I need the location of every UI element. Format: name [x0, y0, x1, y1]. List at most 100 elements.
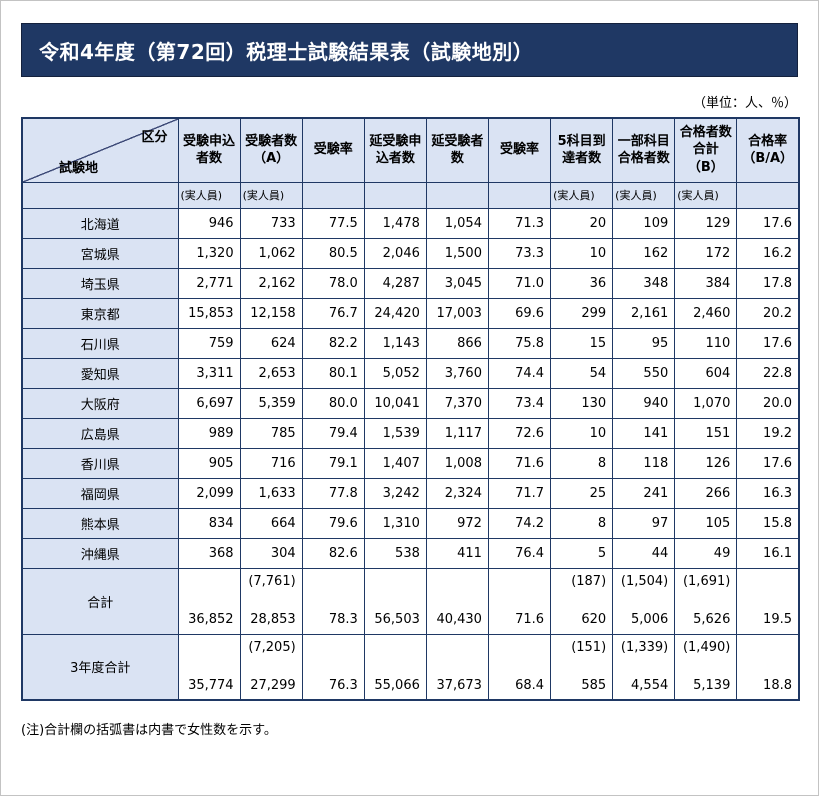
- data-cell: 77.5: [301, 207, 365, 239]
- prefecture-name: 東京都: [21, 297, 179, 329]
- female-count-paren: [429, 640, 482, 655]
- data-cell: 1,054: [425, 207, 489, 239]
- prefecture-row: 北海道 946 733 77.5 1,478 1,054 71.3 20 109 129 17.6: [21, 207, 800, 239]
- female-count-paren: (1,691): [682, 574, 731, 589]
- female-count-paren: (1,504): [620, 574, 669, 589]
- total-cell-content: (1,339) 4,554: [613, 635, 674, 699]
- column-header: 延受験申 込者数: [363, 117, 427, 183]
- prefecture-row: 熊本県 834 664 79.6 1,310 972 74.2 8 97 105 15.8: [21, 507, 800, 539]
- subheader-cell: [425, 181, 489, 209]
- female-count-paren: (7,205): [248, 639, 296, 655]
- female-count-paren: (7,761): [248, 574, 296, 589]
- data-cell: 82.2: [301, 327, 365, 359]
- female-count-paren: [491, 574, 544, 589]
- data-cell: 16.3: [736, 477, 800, 509]
- column-header: 受験申込 者数: [177, 117, 241, 183]
- total-data-cell: (151) 585: [550, 633, 614, 701]
- total-value: 4,554: [631, 677, 669, 693]
- prefecture-name: 石川県: [21, 327, 179, 359]
- female-count-paren: (1,490): [682, 639, 731, 655]
- data-cell: 73.4: [487, 387, 552, 419]
- prefecture-name: 埼玉県: [21, 267, 179, 299]
- subheader-cell: (実人員): [674, 181, 738, 209]
- total-value: 27,299: [250, 677, 296, 693]
- data-cell: 24,420: [363, 297, 427, 329]
- column-header: 合格者数 合計 （B）: [674, 117, 738, 183]
- data-cell: 172: [674, 237, 738, 269]
- total-cell-content: (1,490) 5,139: [675, 635, 736, 699]
- prefecture-name: 北海道: [21, 207, 179, 239]
- data-cell: 20.0: [736, 387, 800, 419]
- data-cell: 25: [550, 477, 614, 509]
- subheader-cell: (実人員): [239, 181, 303, 209]
- data-cell: 17.6: [736, 327, 800, 359]
- total-cell-content: (1,504) 5,006: [613, 569, 674, 633]
- data-cell: 940: [612, 387, 676, 419]
- subheader-row: (実人員) (実人員) (実人員) (実人員) (実人員): [21, 181, 800, 209]
- total-value: 28,853: [250, 612, 296, 627]
- total-data-cell: (1,490) 5,139: [674, 633, 738, 701]
- table-body: 北海道 946 733 77.5 1,478 1,054 71.3 20 109 129 17.6 宮…: [21, 207, 800, 701]
- total-row-label: 合計: [21, 567, 179, 635]
- prefecture-row: 宮城県 1,320 1,062 80.5 2,046 1,500 73.3 10 162 172 1…: [21, 237, 800, 269]
- data-cell: 1,070: [674, 387, 738, 419]
- total-value: 18.8: [763, 677, 792, 693]
- data-cell: 905: [177, 447, 241, 479]
- data-cell: 1,500: [425, 237, 489, 269]
- data-cell: 72.6: [487, 417, 552, 449]
- total-data-cell: (1,691) 5,626: [674, 567, 738, 635]
- total-value: 5,006: [631, 612, 669, 627]
- total-cell-content: 18.8: [737, 635, 798, 699]
- data-cell: 2,324: [425, 477, 489, 509]
- total-value: 78.3: [328, 612, 358, 627]
- column-header: 合格率 （B/A）: [736, 117, 800, 183]
- prefecture-row: 香川県 905 716 79.1 1,407 1,008 71.6 8 118 126 17.6: [21, 447, 800, 479]
- total-value: 36,852: [188, 612, 234, 627]
- data-cell: 16.1: [736, 537, 800, 569]
- total-value: 5,139: [693, 677, 731, 693]
- total-cell-content: 35,774: [179, 635, 240, 699]
- data-cell: 972: [425, 507, 489, 539]
- data-cell: 538: [363, 537, 427, 569]
- prefecture-row: 石川県 759 624 82.2 1,143 866 75.8 15 95 110 17.6: [21, 327, 800, 359]
- total-data-cell: 68.4: [487, 633, 552, 701]
- data-cell: 126: [674, 447, 738, 479]
- total-value: 19.5: [763, 612, 792, 627]
- data-cell: 2,099: [177, 477, 241, 509]
- data-cell: 1,539: [363, 417, 427, 449]
- data-cell: 71.7: [487, 477, 552, 509]
- data-cell: 76.7: [301, 297, 365, 329]
- data-cell: 5: [550, 537, 614, 569]
- data-cell: 384: [674, 267, 738, 299]
- subheader-cell: [736, 181, 800, 209]
- total-data-cell: (7,761) 28,853: [239, 567, 303, 635]
- total-data-cell: 35,774: [177, 633, 241, 701]
- data-cell: 7,370: [425, 387, 489, 419]
- subheader-cell: [301, 181, 365, 209]
- subheader-corner-cell: [21, 181, 179, 209]
- data-cell: 95: [612, 327, 676, 359]
- total-data-cell: 18.8: [736, 633, 800, 701]
- data-cell: 2,460: [674, 297, 738, 329]
- data-cell: 16.2: [736, 237, 800, 269]
- data-cell: 1,478: [363, 207, 427, 239]
- data-cell: 80.1: [301, 357, 365, 389]
- data-cell: 79.1: [301, 447, 365, 479]
- data-cell: 71.6: [487, 447, 552, 479]
- data-cell: 20: [550, 207, 614, 239]
- data-cell: 2,046: [363, 237, 427, 269]
- subheader-cell: (実人員): [550, 181, 614, 209]
- total-data-cell: 55,066: [363, 633, 427, 701]
- data-cell: 97: [612, 507, 676, 539]
- total-cell-content: 56,503: [365, 569, 426, 633]
- total-data-cell: 19.5: [736, 567, 800, 635]
- data-cell: 2,771: [177, 267, 241, 299]
- subheader-cell: (実人員): [612, 181, 676, 209]
- data-cell: 1,310: [363, 507, 427, 539]
- corner-label-location: 試験地: [59, 160, 99, 176]
- female-count-paren: [181, 574, 234, 589]
- data-cell: 5,359: [239, 387, 303, 419]
- data-cell: 17.6: [736, 447, 800, 479]
- total-value: 40,430: [436, 612, 482, 627]
- total-row: 合計 36,852 (7,761) 28,853 78.3 56,503 40,430 71.…: [21, 567, 800, 635]
